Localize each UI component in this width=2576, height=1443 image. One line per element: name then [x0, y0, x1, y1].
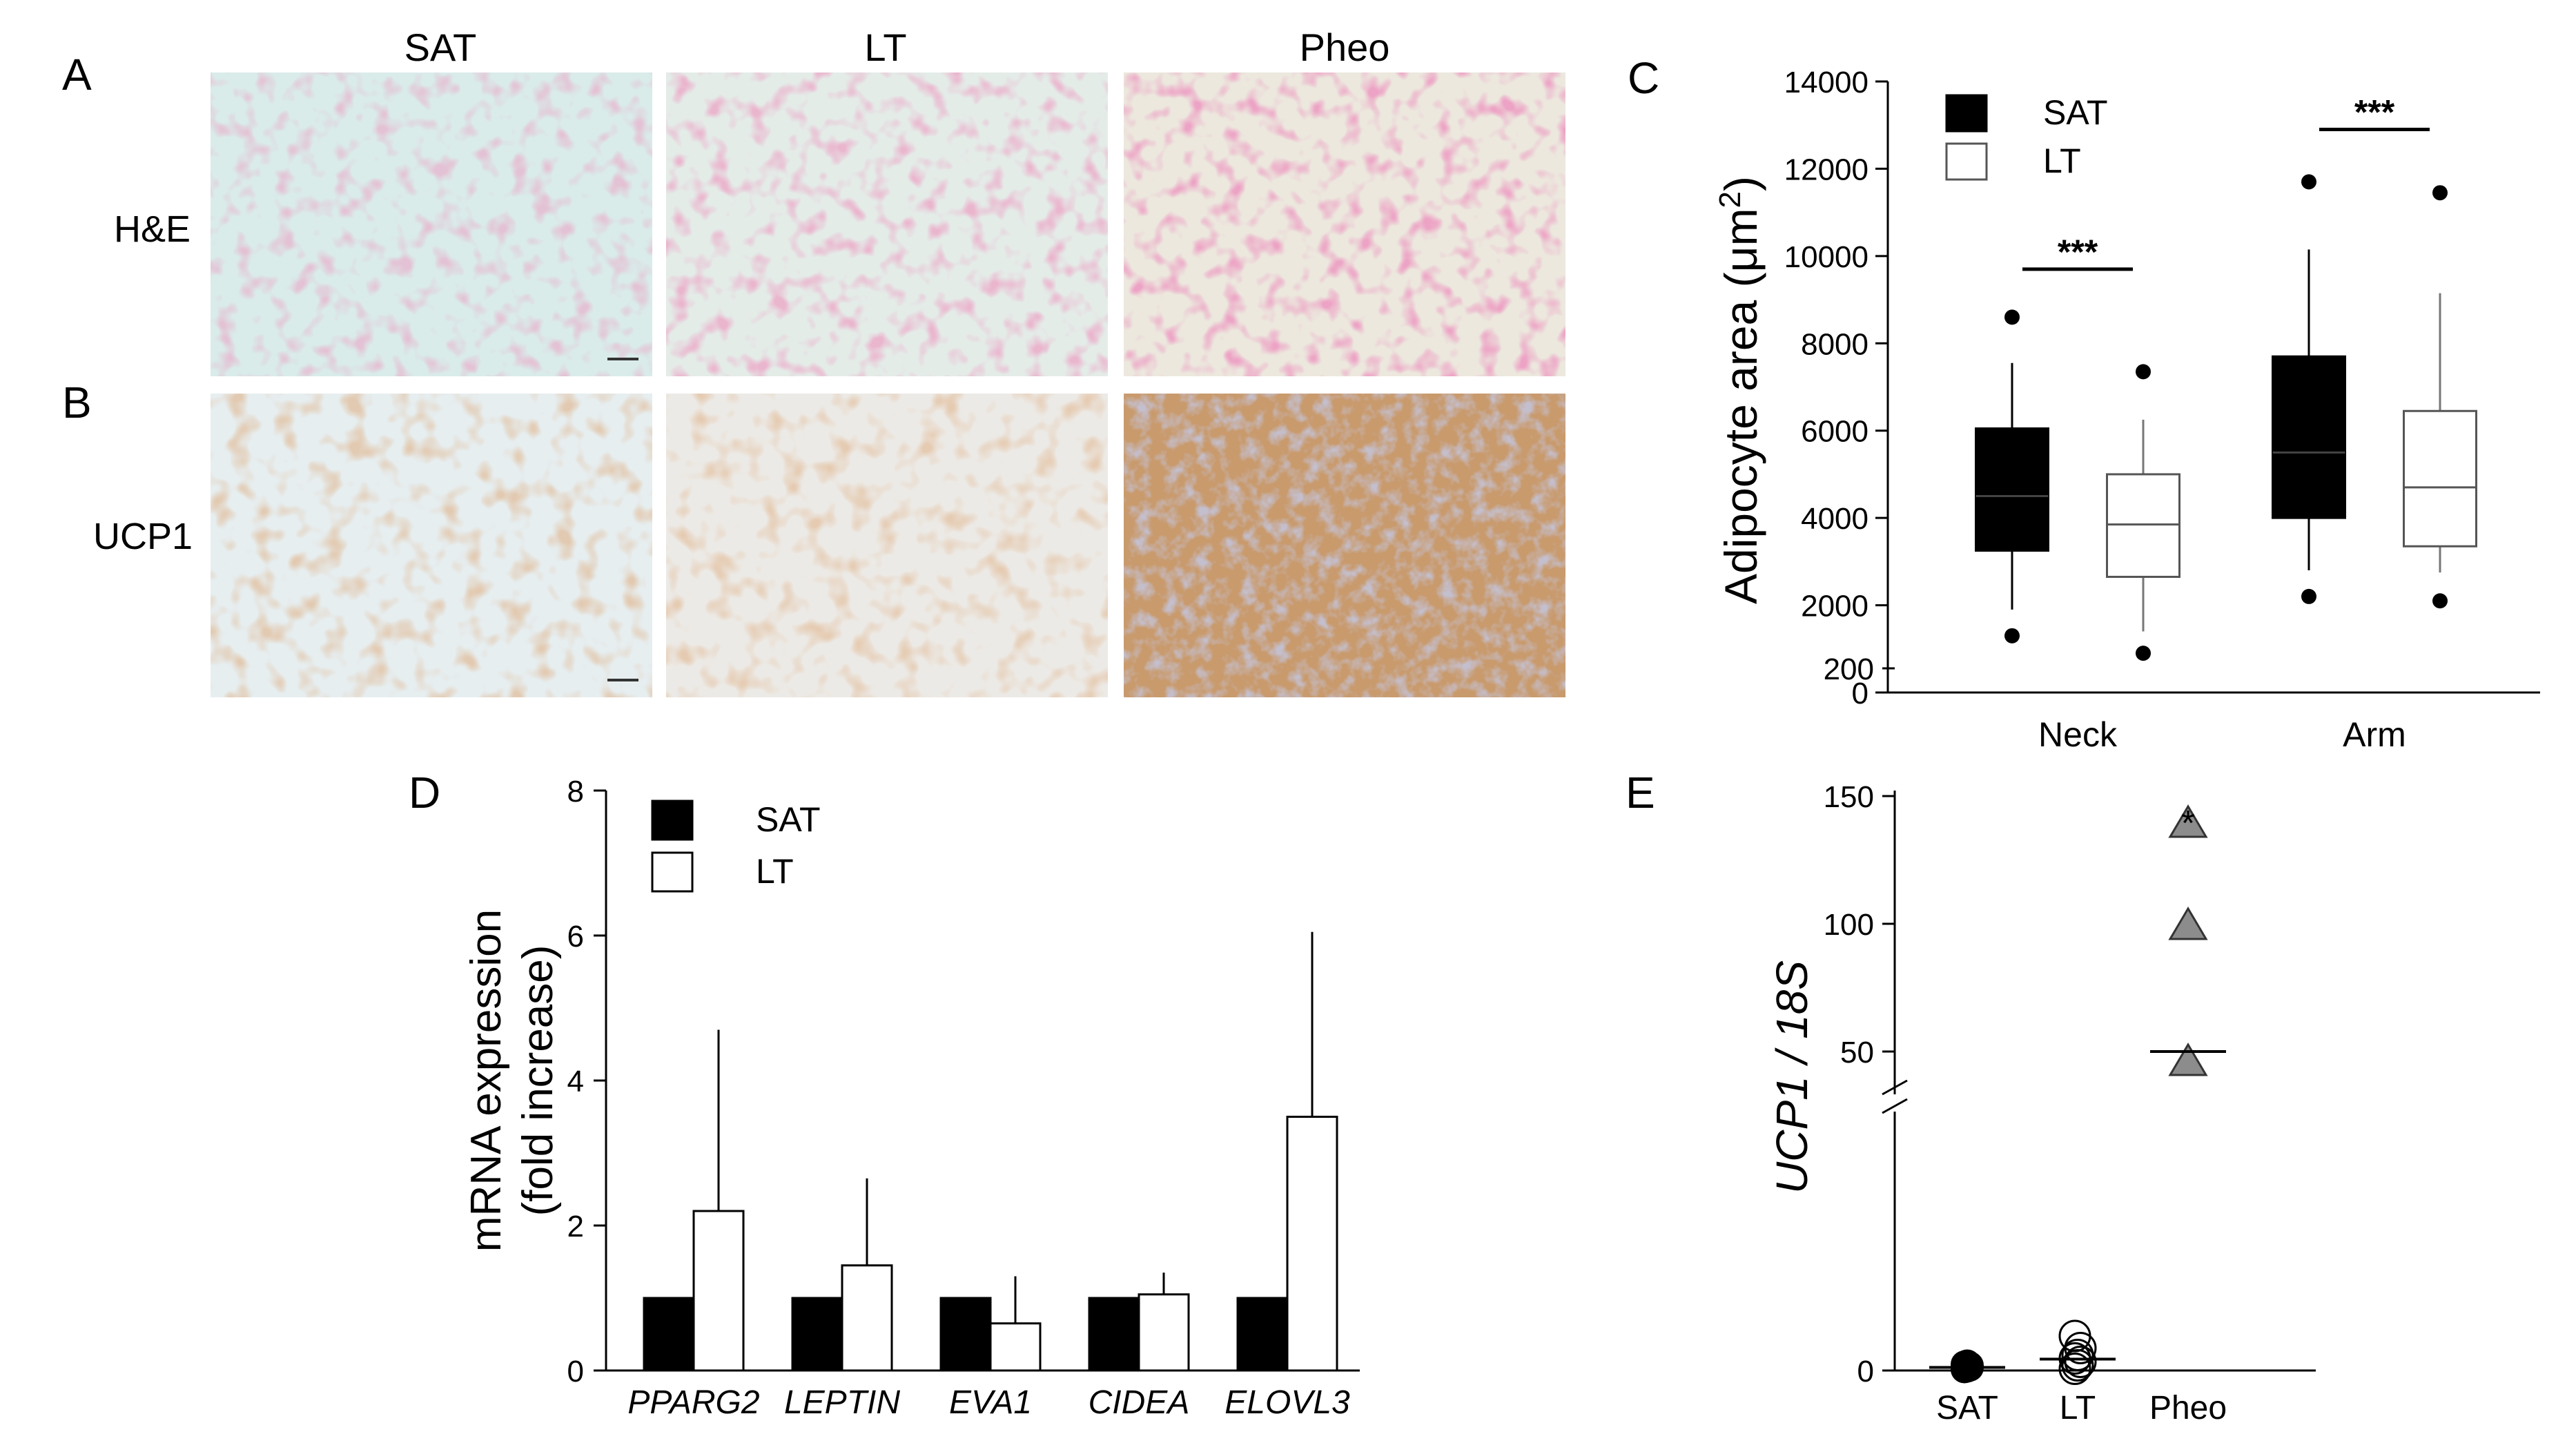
d-bar-lt — [692, 1210, 745, 1372]
c-y-tick-label: 10000 — [1784, 240, 1868, 274]
micrograph-row-he: H&E — [114, 209, 191, 250]
micrograph-he-lt — [666, 72, 1108, 376]
d-bar-sat — [643, 1297, 695, 1372]
d-y-tick-label: 0 — [567, 1355, 584, 1388]
chart-e-ucp1-18s: 0 50 100 150 200 UCP1 / 18S SAT LT Pheo * — [1767, 652, 2316, 1426]
c-x-tick-label: Arm — [2343, 715, 2406, 754]
c-y-tick-label: 2000 — [1801, 590, 1868, 623]
c-outlier-point — [2301, 588, 2316, 604]
c-box-lt — [2106, 473, 2180, 578]
d-y-axis-label-2: (fold increase) — [514, 945, 562, 1217]
micrograph-column-pheo: Pheo — [1300, 26, 1390, 69]
e-point-sat — [1953, 1349, 1981, 1377]
c-outlier-point — [2301, 174, 2316, 190]
d-x-tick-label: ELOVL3 — [1224, 1384, 1350, 1421]
micrograph-column-sat: SAT — [404, 26, 477, 69]
c-x-tick-label: Neck — [2038, 715, 2118, 754]
c-y-tick-label: 0 — [1852, 677, 1868, 710]
d-y-tick-label: 4 — [567, 1065, 584, 1098]
d-x-tick-label: PPARG2 — [627, 1384, 759, 1421]
c-y-tick-label: 8000 — [1801, 327, 1868, 361]
c-legend-swatch — [1945, 94, 1988, 133]
e-point-pheo — [2168, 907, 2208, 940]
c-y-axis-label-main: Adipocyte area (μm — [1715, 208, 1766, 604]
c-box-sat — [2272, 355, 2346, 519]
d-x-tick-label: CIDEA — [1089, 1384, 1190, 1421]
d-y-tick-label: 2 — [567, 1210, 584, 1243]
e-x-tick-label: SAT — [1936, 1390, 1998, 1426]
e-point-pheo — [2168, 1043, 2208, 1076]
c-outlier-point — [2432, 593, 2448, 609]
c-box-lt — [2403, 409, 2477, 548]
c-y-tick-label: 14000 — [1784, 66, 1868, 99]
c-y-axis-label: Adipocyte area (μm2) — [1713, 176, 1766, 604]
d-x-tick-label: EVA1 — [949, 1384, 1032, 1421]
c-significance-label: *** — [2354, 93, 2395, 132]
d-y-tick-label: 6 — [567, 920, 584, 953]
panel-label-e: E — [1626, 768, 1655, 817]
micrograph-row-ucp1: UCP1 — [93, 516, 193, 557]
e-axis-break-mark — [1882, 1098, 1908, 1114]
c-y-axis-label-close: ) — [1715, 176, 1766, 191]
micrograph-he-pheo — [1124, 72, 1565, 376]
d-x-tick-label: LEPTIN — [784, 1384, 900, 1421]
e-x-tick-label: LT — [2060, 1390, 2096, 1426]
panel-label-c: C — [1628, 53, 1659, 103]
d-bar-lt — [1138, 1293, 1190, 1372]
d-bar-sat — [939, 1297, 992, 1372]
c-y-axis-label-sup: 2 — [1713, 191, 1747, 208]
c-y-tick-label: 4000 — [1801, 502, 1868, 536]
c-box-sat — [1975, 427, 2049, 552]
c-outlier-point — [2004, 309, 2020, 325]
e-point-pheo — [2168, 804, 2208, 838]
e-y-tick-label: 150 — [1824, 780, 1874, 814]
c-outlier-point — [2136, 646, 2151, 661]
e-y-tick-label: 100 — [1824, 908, 1874, 942]
c-legend-label: SAT — [2043, 93, 2108, 132]
e-point-lt — [2058, 1319, 2091, 1353]
d-y-tick-label: 8 — [567, 775, 584, 808]
panel-label-b: B — [62, 378, 92, 427]
micrograph-ucp1-lt — [666, 394, 1108, 697]
d-legend-swatch — [651, 851, 694, 893]
panel-label-d: D — [409, 768, 440, 817]
d-bar-lt — [841, 1264, 893, 1372]
e-point-lt — [2058, 1353, 2091, 1385]
micrograph-ucp1-sat — [211, 394, 652, 697]
d-legend-swatch — [651, 800, 694, 841]
e-y-tick-label: 0 — [1857, 1355, 1874, 1388]
d-bar-sat — [791, 1297, 843, 1372]
c-y-tick-label: 12000 — [1784, 153, 1868, 186]
chart-d-mrna-expression: 0 2 4 6 8 mRNA expression (fold increase) PPARG… — [462, 775, 1360, 1421]
c-legend-swatch — [1945, 142, 1988, 181]
panel-label-a: A — [62, 50, 92, 99]
e-axis-break-mark — [1882, 1079, 1908, 1096]
micrograph-column-lt: LT — [864, 26, 906, 69]
e-y-tick-label: 50 — [1840, 1036, 1874, 1069]
chart-c-adipocyte-area: 0 2000 4000 6000 8000 10000 12000 14000 Adipocyt… — [1713, 66, 2540, 754]
d-y-axis-label: mRNA expression — [462, 909, 510, 1252]
d-bar-sat — [1088, 1297, 1140, 1372]
d-bar-lt — [989, 1322, 1042, 1372]
micrograph-he-sat — [211, 72, 652, 376]
c-legend-label: LT — [2043, 142, 2081, 180]
d-legend-label: SAT — [756, 800, 821, 839]
e-x-tick-label: Pheo — [2149, 1390, 2227, 1426]
c-outlier-point — [2004, 628, 2020, 643]
e-y-axis-label: UCP1 / 18S — [1767, 960, 1817, 1194]
c-outlier-point — [2136, 364, 2151, 380]
c-y-tick-label: 6000 — [1801, 415, 1868, 449]
e-significance-label: * — [2181, 804, 2195, 844]
d-bar-sat — [1236, 1297, 1289, 1372]
micrograph-ucp1-pheo — [1124, 394, 1565, 697]
c-outlier-point — [2432, 185, 2448, 201]
d-bar-lt — [1286, 1116, 1338, 1372]
d-legend-label: LT — [756, 852, 794, 891]
c-significance-label: *** — [2058, 233, 2098, 271]
e-y-tick-label: 200 — [1824, 652, 1874, 686]
